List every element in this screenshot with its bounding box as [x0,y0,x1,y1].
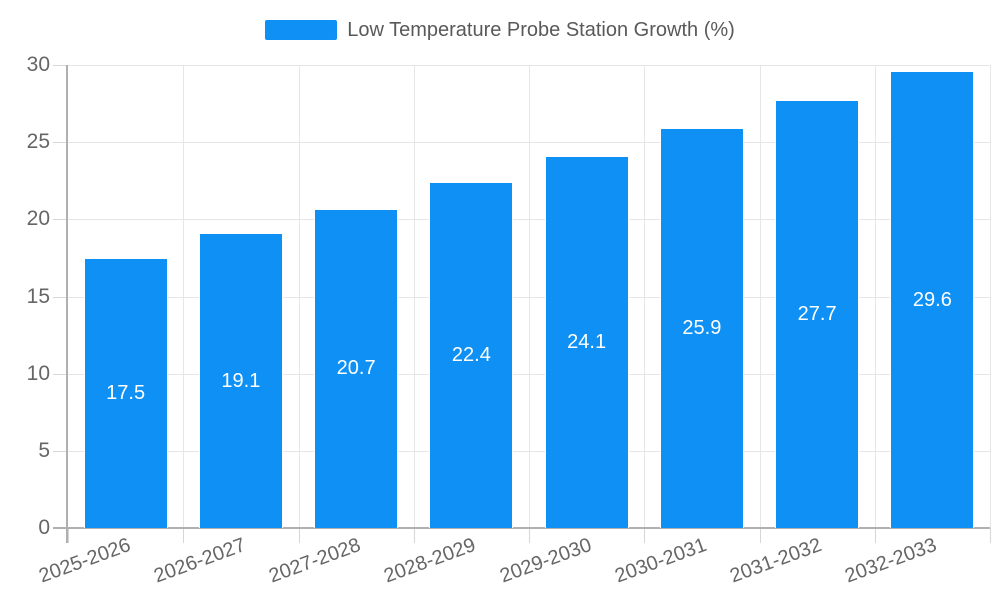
bar[interactable] [83,257,168,528]
bar[interactable] [775,100,860,528]
bar[interactable] [314,208,399,528]
x-axis-tick [68,528,69,543]
bar[interactable] [890,71,975,528]
y-axis-line [66,65,68,543]
legend-label: Low Temperature Probe Station Growth (%) [347,18,735,41]
bar[interactable] [544,156,629,528]
x-gridline [990,65,991,528]
y-axis-tick [53,142,68,144]
y-axis-tick [53,450,68,452]
x-axis-tick [759,528,761,543]
x-axis-line [53,527,990,529]
x-axis-tick [644,528,646,543]
legend-item[interactable]: Low Temperature Probe Station Growth (%) [0,14,1000,46]
x-gridline [529,65,530,528]
y-axis-tick [53,373,68,375]
y-axis-tick-label: 0 [38,516,50,539]
y-axis-tick-label: 30 [26,53,50,76]
y-axis-tick-label: 15 [26,284,50,308]
y-axis-tick-label: 5 [38,438,50,462]
x-gridline [759,65,761,528]
x-axis-tick [413,528,415,543]
bar[interactable] [198,233,283,528]
y-axis-tick-label: 25 [26,130,50,154]
y-axis-tick [53,65,68,66]
y-axis-tick [53,219,68,221]
x-gridline [413,65,415,528]
x-axis-tick [529,528,530,543]
y-axis-tick-label: 10 [26,361,50,385]
x-gridline [183,65,185,528]
y-axis-tick-label: 20 [26,207,50,231]
x-gridline [644,65,646,528]
x-axis-tick [183,528,185,543]
legend-swatch-icon [265,20,338,40]
x-gridline [874,65,876,528]
bar[interactable] [429,182,514,528]
y-axis-tick [53,296,68,298]
x-gridline [298,65,300,528]
bar[interactable] [659,128,744,528]
x-axis-tick [874,528,876,543]
x-axis-tick [298,528,300,543]
x-axis-tick [990,528,991,543]
